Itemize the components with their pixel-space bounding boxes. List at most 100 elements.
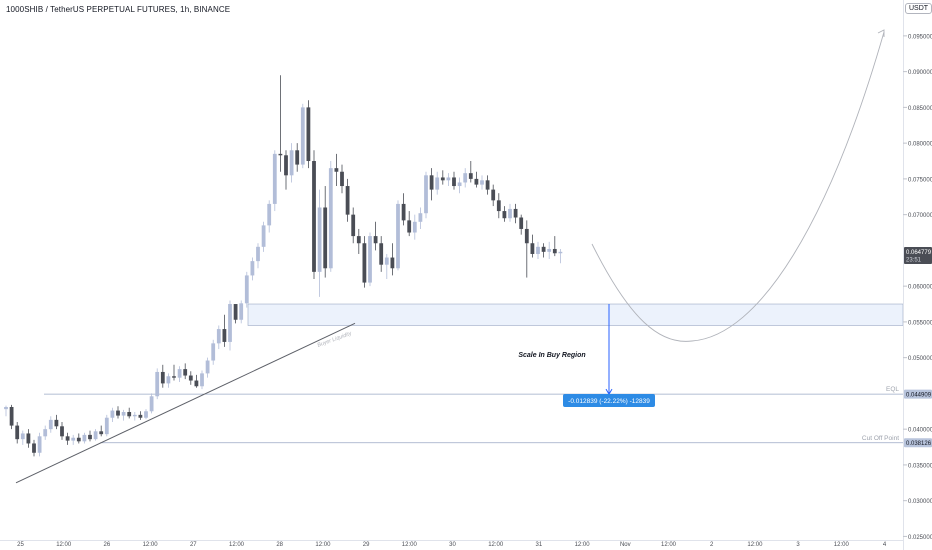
candle-body — [177, 369, 182, 378]
projection-path — [591, 31, 885, 342]
candle-body — [250, 261, 255, 276]
x-tick-label: 12:00 — [143, 542, 159, 548]
x-tick-label: 29 — [363, 542, 370, 548]
candle-body — [300, 107, 305, 165]
x-tick-label: 27 — [190, 542, 197, 548]
candle-body — [306, 107, 311, 162]
candle-body — [474, 178, 479, 185]
candle-body — [457, 182, 462, 187]
candle-body — [289, 150, 294, 176]
y-tick-label: 0.025000 — [908, 535, 932, 541]
candle-body — [93, 431, 98, 440]
candle-body — [20, 433, 25, 440]
candle-body — [452, 177, 456, 187]
candle-body — [390, 257, 395, 269]
y-tick-label: 0.070000 — [908, 213, 932, 219]
candle-body — [272, 153, 277, 204]
last-price-label: 0.064779 — [906, 250, 932, 256]
buy-zone-layer — [247, 303, 904, 326]
y-tick-label: 0.050000 — [908, 356, 932, 362]
x-tick-label: 3 — [796, 542, 800, 548]
candle-body — [32, 443, 36, 453]
candle-body — [345, 186, 350, 215]
y-tick-label: 0.040000 — [908, 428, 932, 434]
candles-layer — [4, 75, 563, 457]
candle-body — [278, 153, 283, 156]
x-tick-label: 12:00 — [402, 542, 418, 548]
level-price-label: 0.044909 — [906, 392, 932, 398]
x-tick-label: 12:00 — [661, 542, 677, 548]
y-tick-label: 0.035000 — [908, 463, 932, 469]
y-tick-label: 0.030000 — [908, 499, 932, 505]
candle-body — [261, 225, 266, 247]
measure-label: -0.012839 (-22.22%) -12839 — [568, 398, 650, 405]
candle-body — [547, 248, 552, 252]
candle-body — [412, 221, 417, 233]
x-tick-label: Nov — [620, 542, 631, 548]
candle-body — [65, 436, 70, 441]
level-price-tag — [904, 438, 932, 448]
candle-body — [368, 236, 372, 283]
candle-body — [284, 155, 288, 176]
candle-body — [233, 304, 238, 320]
zone-label: Scale In Buy Region — [518, 352, 585, 359]
candle-body — [334, 168, 339, 172]
candle-body — [244, 275, 249, 304]
level-name: EQL — [886, 386, 899, 393]
candle-body — [519, 217, 524, 229]
x-tick-label: 12:00 — [488, 542, 504, 548]
candle-body — [172, 376, 176, 378]
x-tick-label: 12:00 — [747, 542, 763, 548]
candle-body — [513, 208, 518, 218]
candle-body — [312, 161, 316, 272]
x-tick-label: 4 — [883, 542, 887, 548]
candle-body — [71, 437, 76, 441]
candle-body — [183, 369, 188, 376]
x-tick-label: 30 — [449, 542, 456, 548]
trendline — [15, 322, 356, 484]
candle-body — [216, 329, 221, 344]
x-tick-label: 12:00 — [575, 542, 591, 548]
candle-body — [82, 434, 87, 442]
level-price-tag — [904, 389, 932, 399]
candle-body — [155, 371, 160, 397]
y-tick-label: 0.095000 — [908, 34, 932, 40]
x-tick-label: 12:00 — [834, 542, 850, 548]
candle-body — [4, 406, 8, 410]
candle-body — [228, 304, 232, 342]
candle-body — [48, 419, 53, 430]
candle-body — [480, 180, 484, 185]
candle-body — [37, 436, 42, 453]
candle-body — [435, 177, 440, 190]
x-tick-label: 31 — [536, 542, 543, 548]
candle-body — [239, 303, 244, 320]
candle-body — [340, 171, 344, 187]
x-tick-label: 12:00 — [56, 542, 72, 548]
countdown-label: 23:51 — [906, 257, 922, 263]
candle-body — [9, 406, 14, 426]
candle-body — [160, 371, 165, 384]
candle-body — [384, 257, 389, 265]
candle-body — [485, 180, 490, 190]
candle-body — [43, 429, 48, 437]
candle-body — [524, 228, 529, 244]
level-price-label: 0.038126 — [906, 441, 932, 447]
candle-body — [468, 173, 473, 179]
y-tick-label: 0.085000 — [908, 106, 932, 112]
candle-body — [121, 412, 126, 416]
candle-body — [463, 173, 468, 183]
x-tick-label: 28 — [276, 542, 283, 548]
candle-body — [530, 243, 535, 254]
candle-body — [54, 419, 59, 427]
candle-body — [502, 211, 507, 219]
candle-body — [26, 433, 31, 444]
candle-body — [76, 437, 81, 442]
last-price-tag — [904, 246, 932, 264]
x-tick-label: 12:00 — [229, 542, 245, 548]
y-tick-label: 0.080000 — [908, 142, 932, 148]
y-tick-label: 0.090000 — [908, 70, 932, 76]
measure-box — [563, 394, 655, 407]
